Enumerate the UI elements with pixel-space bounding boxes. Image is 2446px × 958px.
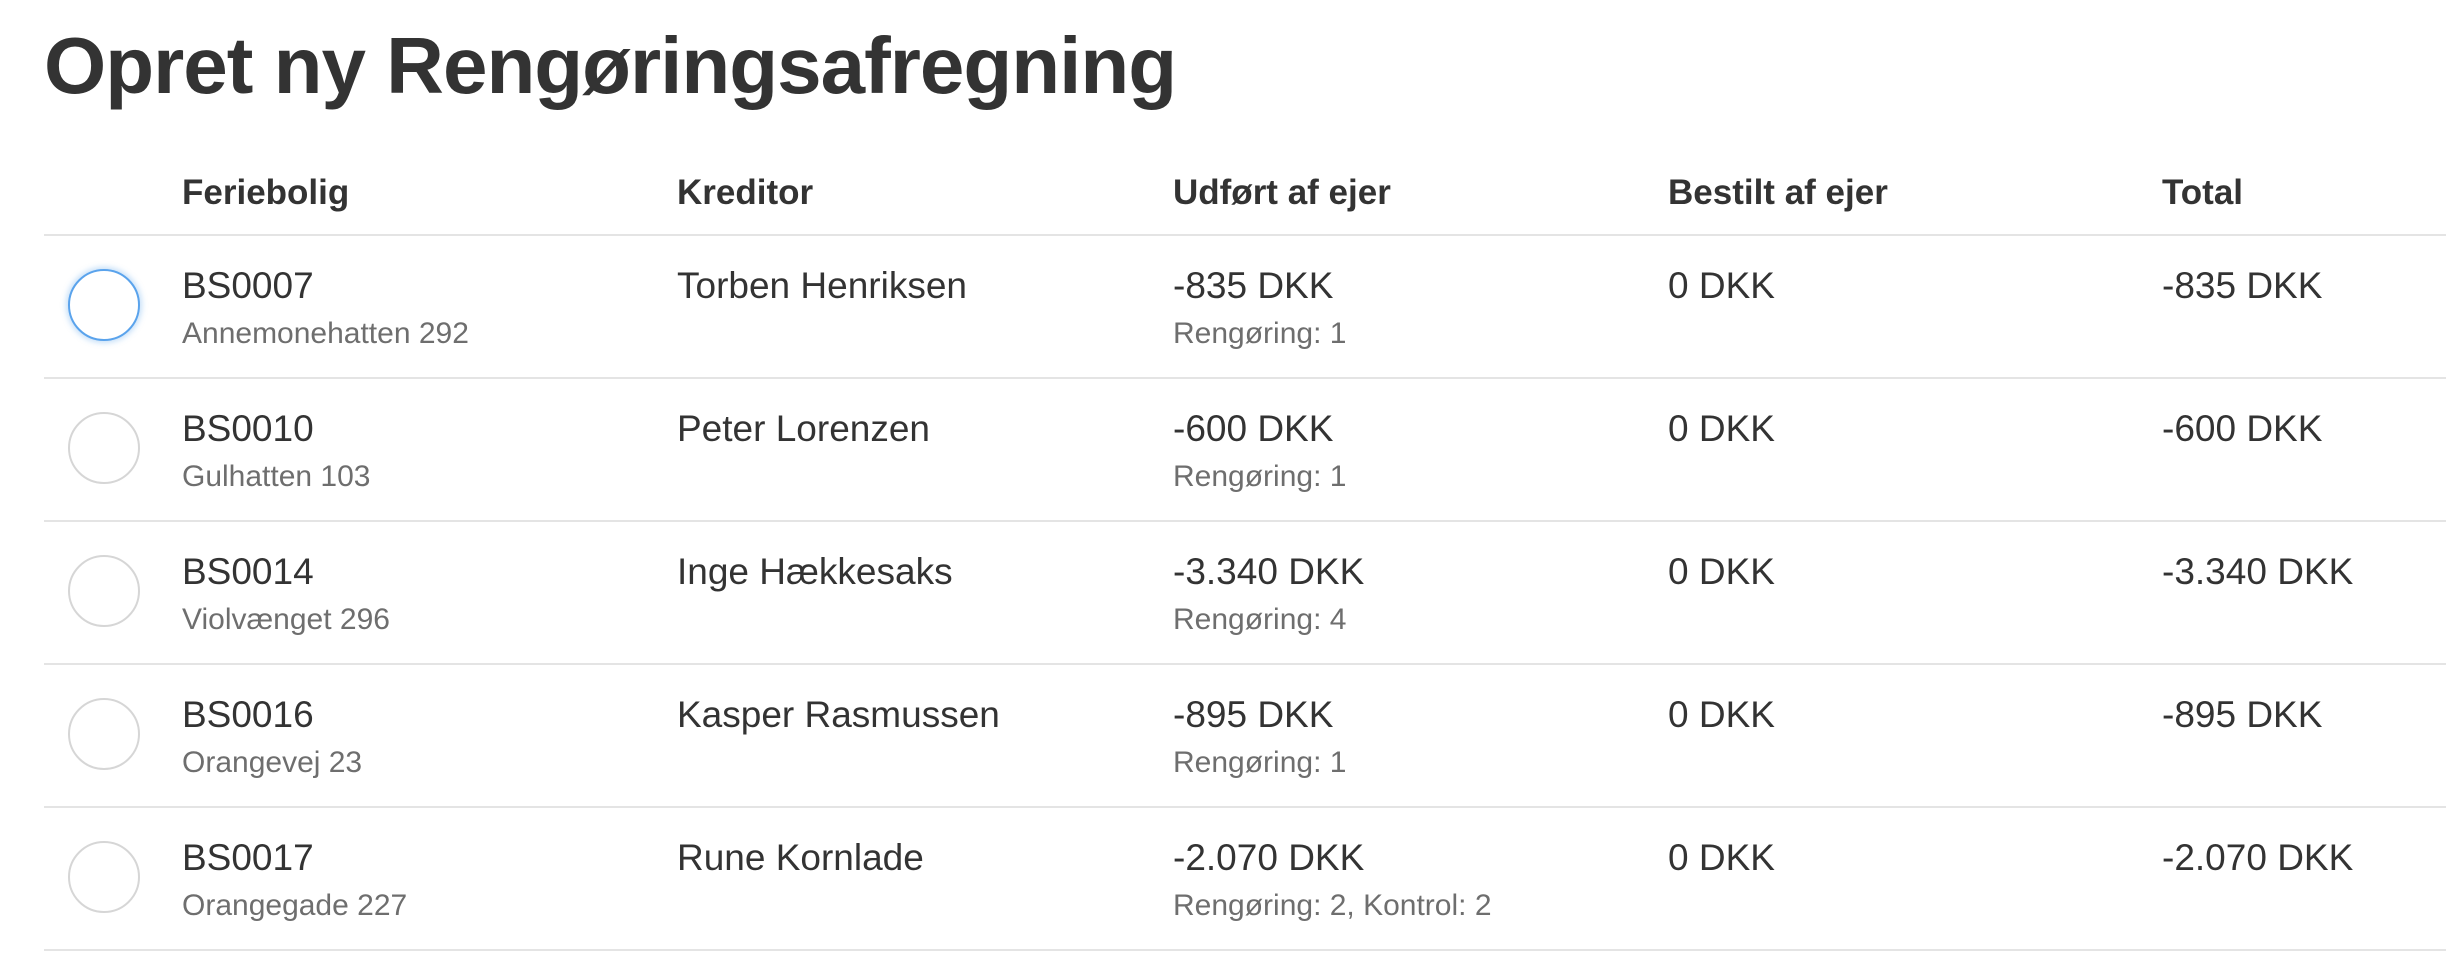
udfoert-cell: -600 DKK Rengøring: 1 (1173, 407, 1346, 495)
row-select-radio[interactable] (68, 698, 140, 770)
udfoert-cell: -895 DKK Rengøring: 1 (1173, 693, 1346, 781)
bestilt-cell: 0 DKK (1668, 693, 1775, 737)
feriebolig-address: Orangevej 23 (182, 746, 363, 779)
kreditor-cell: Peter Lorenzen (677, 407, 930, 451)
column-header-bestilt-af-ejer: Bestilt af ejer (1668, 173, 1888, 212)
bestilt-amount: 0 DKK (1668, 694, 1775, 735)
udfoert-amount: -835 DKK (1173, 265, 1334, 306)
table-row[interactable]: BS0017 Orangegade 227 Rune Kornlade -2.0… (44, 808, 2446, 951)
feriebolig-code: BS0010 (182, 408, 314, 449)
feriebolig-address: Annemonehatten 292 (182, 317, 469, 350)
kreditor-name: Peter Lorenzen (677, 408, 931, 449)
bestilt-cell: 0 DKK (1668, 836, 1775, 880)
total-amount: -600 DKK (2162, 408, 2323, 449)
udfoert-detail: Rengøring: 1 (1173, 460, 1347, 493)
total-amount: -3.340 DKK (2162, 551, 2354, 592)
table-header: Feriebolig Kreditor Udført af ejer Besti… (44, 150, 2446, 236)
bestilt-amount: 0 DKK (1668, 551, 1775, 592)
kreditor-name: Inge Hækkesaks (677, 551, 953, 592)
udfoert-detail: Rengøring: 4 (1173, 603, 1347, 636)
bestilt-amount: 0 DKK (1668, 265, 1775, 306)
bestilt-cell: 0 DKK (1668, 264, 1775, 308)
total-cell: -3.340 DKK (2162, 550, 2353, 594)
feriebolig-cell: BS0014 Violvænget 296 (182, 550, 390, 638)
column-header-kreditor: Kreditor (677, 173, 814, 212)
kreditor-name: Torben Henriksen (677, 265, 967, 306)
row-select-radio[interactable] (68, 269, 140, 341)
feriebolig-code: BS0007 (182, 265, 314, 306)
total-amount: -895 DKK (2162, 694, 2323, 735)
settlement-table: Feriebolig Kreditor Udført af ejer Besti… (44, 150, 2446, 951)
udfoert-detail: Rengøring: 1 (1173, 746, 1347, 779)
total-amount: -2.070 DKK (2162, 837, 2354, 878)
udfoert-cell: -835 DKK Rengøring: 1 (1173, 264, 1346, 352)
bestilt-cell: 0 DKK (1668, 407, 1775, 451)
total-cell: -895 DKK (2162, 693, 2322, 737)
udfoert-amount: -895 DKK (1173, 694, 1334, 735)
udfoert-detail: Rengøring: 1 (1173, 317, 1347, 350)
feriebolig-address: Orangegade 227 (182, 889, 408, 922)
kreditor-cell: Kasper Rasmussen (677, 693, 1000, 737)
total-cell: -835 DKK (2162, 264, 2322, 308)
feriebolig-cell: BS0010 Gulhatten 103 (182, 407, 370, 495)
page-title: Opret ny Rengøringsafregning (44, 21, 1177, 110)
feriebolig-cell: BS0017 Orangegade 227 (182, 836, 407, 924)
udfoert-detail: Rengøring: 2, Kontrol: 2 (1173, 889, 1492, 922)
feriebolig-address: Violvænget 296 (182, 603, 390, 636)
kreditor-name: Kasper Rasmussen (677, 694, 1000, 735)
feriebolig-code: BS0016 (182, 694, 314, 735)
row-select-radio[interactable] (68, 841, 140, 913)
table-row[interactable]: BS0007 Annemonehatten 292 Torben Henriks… (44, 236, 2446, 379)
bestilt-amount: 0 DKK (1668, 408, 1775, 449)
column-header-total: Total (2162, 173, 2244, 212)
bestilt-cell: 0 DKK (1668, 550, 1775, 594)
udfoert-cell: -3.340 DKK Rengøring: 4 (1173, 550, 1364, 638)
kreditor-name: Rune Kornlade (677, 837, 924, 878)
udfoert-cell: -2.070 DKK Rengøring: 2, Kontrol: 2 (1173, 836, 1492, 924)
feriebolig-cell: BS0007 Annemonehatten 292 (182, 264, 469, 352)
feriebolig-address: Gulhatten 103 (182, 460, 371, 493)
table-row[interactable]: BS0010 Gulhatten 103 Peter Lorenzen -600… (44, 379, 2446, 522)
total-amount: -835 DKK (2162, 265, 2323, 306)
table-row[interactable]: BS0014 Violvænget 296 Inge Hækkesaks -3.… (44, 522, 2446, 665)
total-cell: -2.070 DKK (2162, 836, 2353, 880)
kreditor-cell: Rune Kornlade (677, 836, 924, 880)
column-header-udfoert-af-ejer: Udført af ejer (1173, 173, 1391, 212)
feriebolig-code: BS0014 (182, 551, 314, 592)
udfoert-amount: -3.340 DKK (1173, 551, 1365, 592)
total-cell: -600 DKK (2162, 407, 2322, 451)
column-header-feriebolig: Feriebolig (182, 173, 350, 212)
feriebolig-cell: BS0016 Orangevej 23 (182, 693, 362, 781)
bestilt-amount: 0 DKK (1668, 837, 1775, 878)
row-select-radio[interactable] (68, 412, 140, 484)
row-select-radio[interactable] (68, 555, 140, 627)
udfoert-amount: -2.070 DKK (1173, 837, 1365, 878)
feriebolig-code: BS0017 (182, 837, 314, 878)
table-row[interactable]: BS0016 Orangevej 23 Kasper Rasmussen -89… (44, 665, 2446, 808)
kreditor-cell: Torben Henriksen (677, 264, 967, 308)
kreditor-cell: Inge Hækkesaks (677, 550, 953, 594)
udfoert-amount: -600 DKK (1173, 408, 1334, 449)
